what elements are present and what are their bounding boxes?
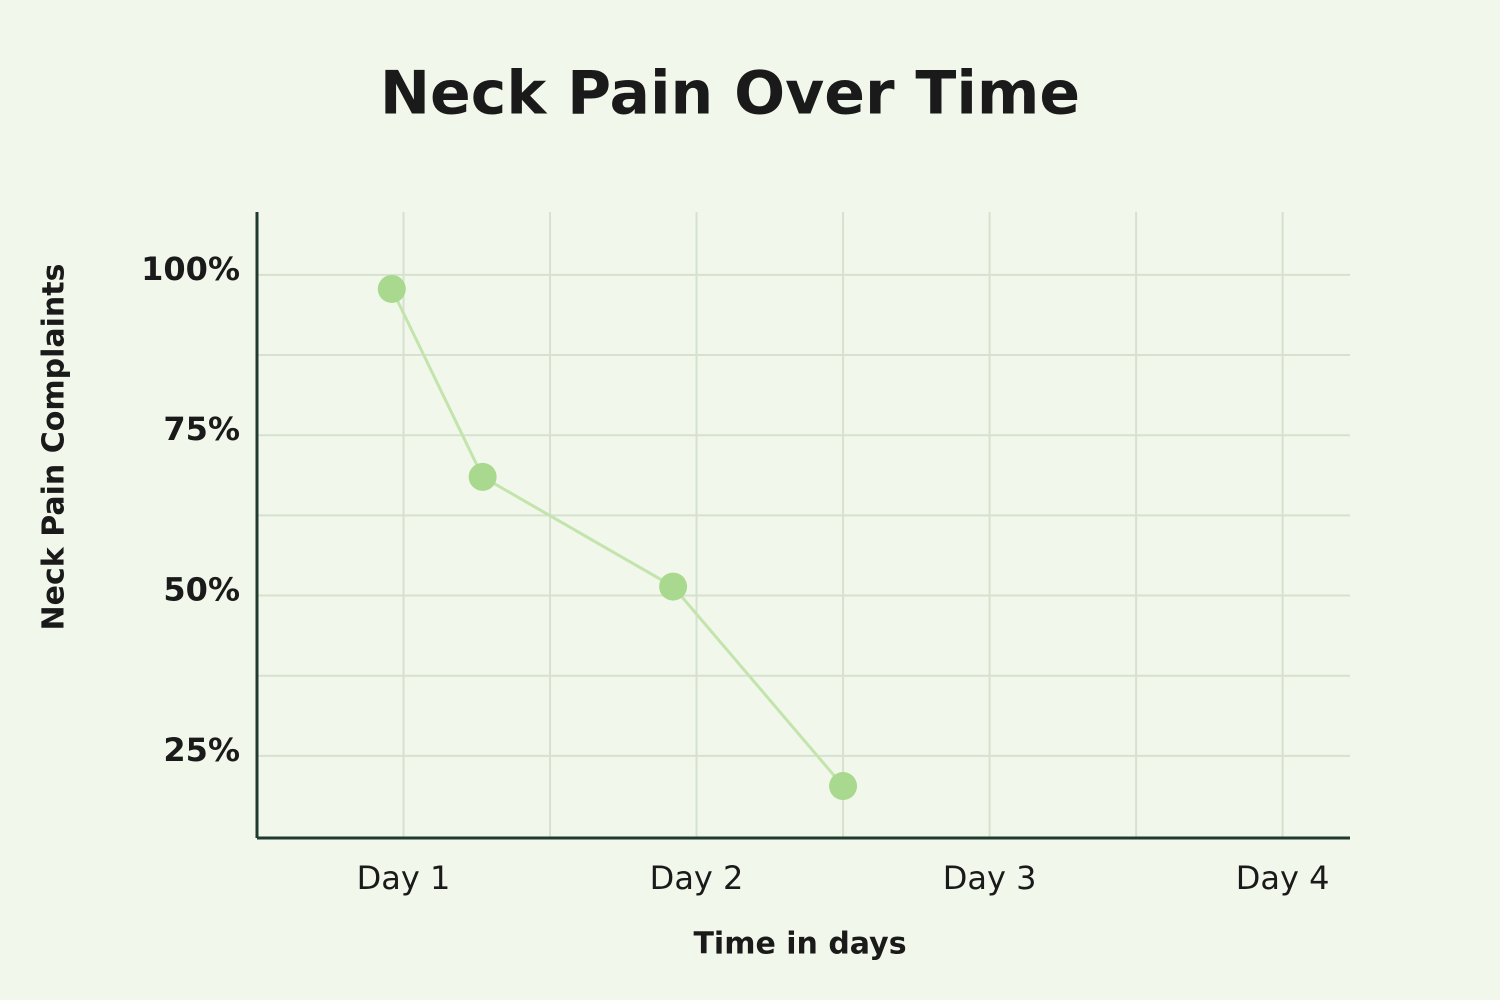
x-axis-label: Time in days [693,927,906,962]
x-tick-label: Day 3 [943,859,1037,897]
x-tick-label: Day 4 [1236,859,1330,897]
y-tick-label: 75% [163,410,240,448]
y-tick-label: 100% [141,250,240,288]
line [390,288,845,788]
x-tick-label: Day 1 [357,859,451,897]
point [377,274,406,303]
point [659,572,688,601]
point [829,772,858,801]
chart-title: Neck Pain Over Time [380,59,1080,129]
y-axis-label: Neck Pain Complaints [37,264,72,631]
y-tick-label: 25% [163,731,240,769]
y-tick-label: 50% [163,571,240,609]
point [468,462,497,491]
x-tick-label: Day 2 [650,859,744,897]
